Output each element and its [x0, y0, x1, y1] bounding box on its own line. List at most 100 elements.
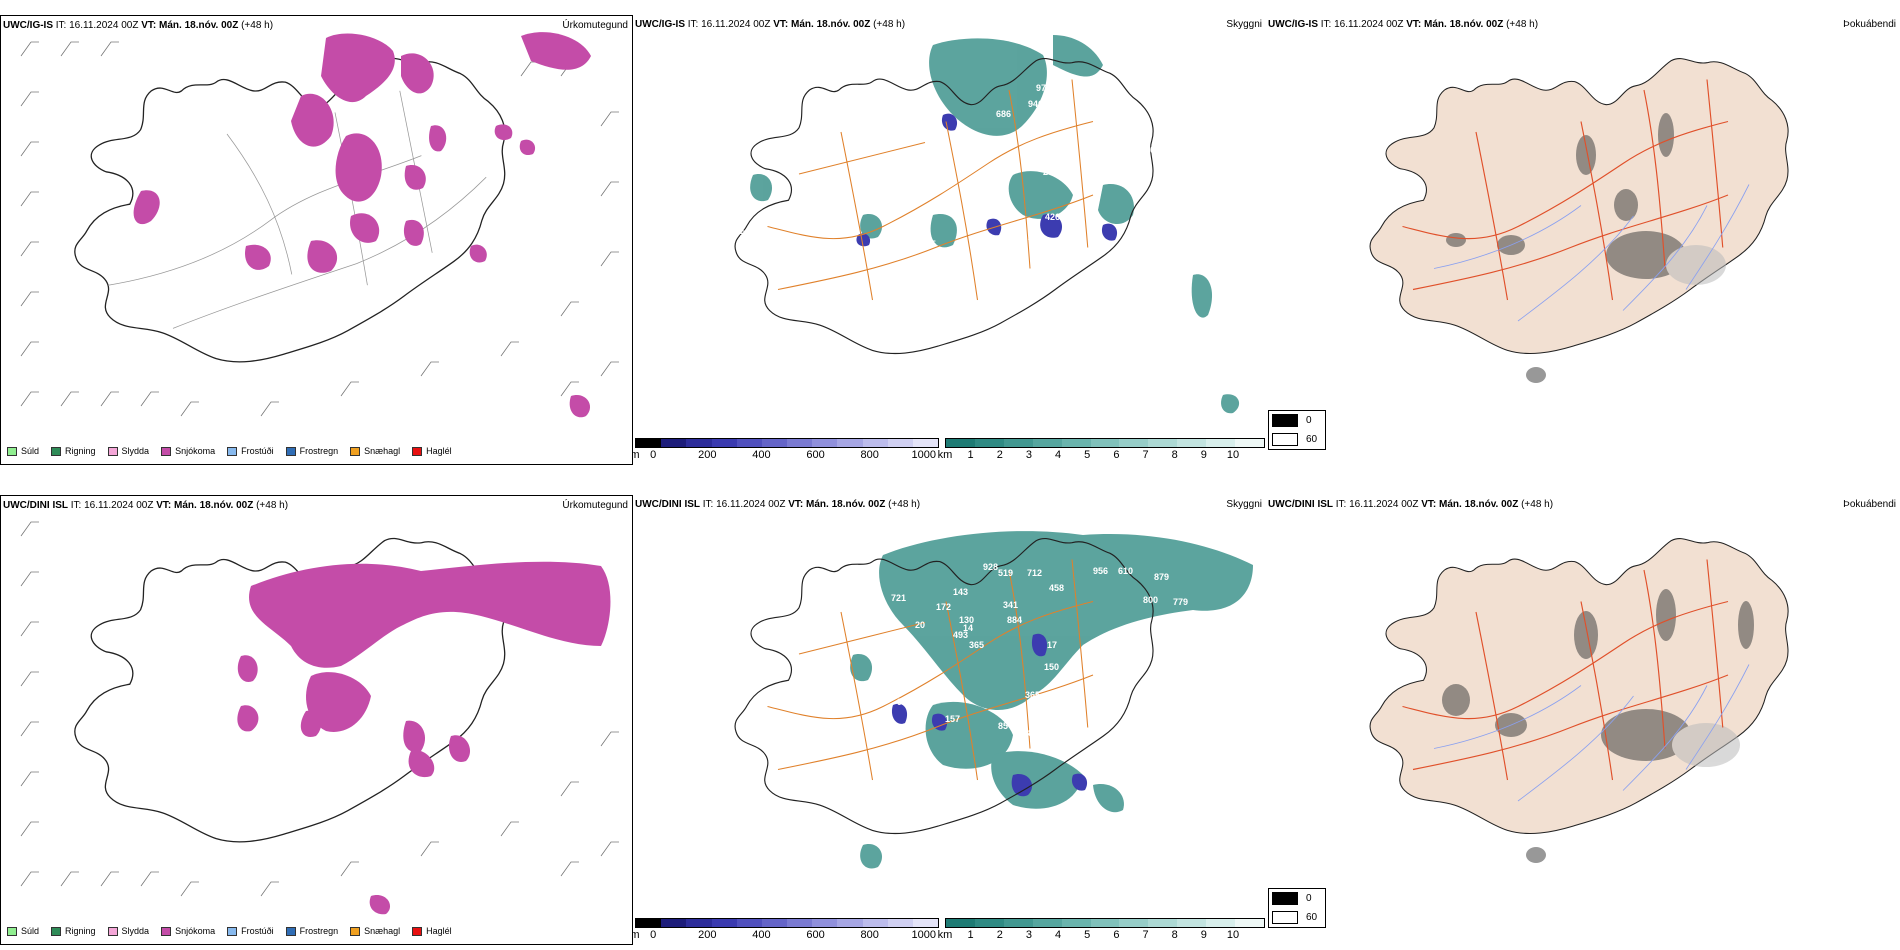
colorbar-tick: 6 [1113, 929, 1120, 941]
colorbar-segment [1177, 439, 1207, 447]
legend-item: Súld [7, 926, 39, 936]
colorbar-tick: 600 [806, 449, 825, 461]
visibility-unit: km [937, 449, 953, 461]
colorbar-tick: 9 [1200, 449, 1207, 461]
colorbar-segment [974, 439, 1004, 447]
colorbar-segment [787, 919, 813, 927]
precip-type-title: Úrkomutegund [562, 20, 628, 31]
ceiling-label: 426 [1045, 212, 1060, 222]
colorbar-segment [711, 439, 737, 447]
legend-item: Súld [7, 446, 39, 456]
panel-title: UWC/IG-IS IT: 16.11.2024 00Z VT: Mán. 18… [635, 19, 906, 30]
ceiling-label: 176 [896, 244, 911, 254]
low-visibility-areas [750, 35, 1240, 414]
colorbar-segment [812, 919, 838, 927]
colorbar-tick: 0 [650, 449, 657, 461]
ceiling-label: 198 [1018, 728, 1033, 738]
panel-title: UWC/DINI ISL IT: 16.11.2024 00Z VT: Mán.… [3, 500, 289, 511]
colorbar-tick: 6 [1113, 449, 1120, 461]
colorbar-segment [1003, 919, 1033, 927]
colorbar-tick: 4 [1055, 929, 1062, 941]
colorbar-segment [912, 439, 939, 447]
colorbar-segment [1061, 439, 1091, 447]
ceiling-label: 395 [985, 167, 1000, 177]
colorbar-tick: 400 [752, 449, 771, 461]
ceiling-label: 157 [945, 714, 960, 724]
ceiling-label: 24 [998, 253, 1008, 263]
visibility-title: Skyggni [1226, 19, 1262, 30]
visibility-title: Skyggni [1226, 499, 1262, 510]
low-ceiling-areas [891, 633, 1088, 797]
ceiling-label: 686 [996, 109, 1011, 119]
colorbar-segment [1061, 919, 1091, 927]
ceiling-label: 96 [897, 697, 907, 707]
colorbar-segment [1003, 439, 1033, 447]
legend-swatch [161, 446, 172, 456]
ceiling-colorbar: m 0 200 400 600 800 1000 [633, 438, 939, 462]
colorbar-segment [887, 439, 913, 447]
fog-map-top [1369, 58, 1789, 383]
colorbar-segment [1235, 919, 1264, 927]
visibility-colorbar: km 1 2 3 4 5 6 7 8 9 10 [938, 438, 1265, 462]
colorbar-segment [1119, 439, 1149, 447]
legend-item: Rigning [51, 446, 96, 456]
legend-item: Haglél [412, 446, 452, 456]
colorbar-tick: 2 [996, 449, 1003, 461]
ceiling-label: 610 [1118, 566, 1133, 576]
fog-title: Þokuábendi [1843, 499, 1896, 510]
legend-item: Snjókoma [161, 446, 215, 456]
legend-item: Slydda [107, 926, 149, 936]
legend-swatch [51, 446, 62, 456]
legend-item: Haglél [412, 926, 452, 936]
colorbar-segment [1235, 439, 1264, 447]
visibility-colorbar: km 1 2 3 4 5 6 7 8 9 10 [938, 918, 1265, 942]
colorbar-segment [1148, 439, 1178, 447]
panel-title: UWC/IG-IS IT: 16.11.2024 00Z VT: Mán. 18… [3, 20, 274, 31]
ceiling-label: 209 [1043, 167, 1058, 177]
colorbar-segment [1032, 919, 1062, 927]
fog-title: Þokuábendi [1843, 19, 1896, 30]
legend-swatch [161, 926, 172, 936]
ceiling-label: 230 [959, 138, 974, 148]
colorbar-tick: 7 [1142, 929, 1149, 941]
colorbar-segment [1206, 919, 1236, 927]
colorbar-segment [974, 919, 1004, 927]
ceiling-label: 365 [969, 640, 984, 650]
ceiling-label: 493 [953, 630, 968, 640]
legend-item: Frostúði [227, 446, 274, 456]
visibility-map-bottom: 928 519 712 956 610 879 721 143 458 800 … [734, 531, 1253, 869]
ceiling-label: 544 [740, 229, 755, 239]
colorbar-tick: 800 [860, 929, 879, 941]
ceiling-unit: m [633, 929, 640, 941]
colorbar-segment [1090, 439, 1120, 447]
colorbar-tick: 8 [1171, 449, 1178, 461]
colorbar-tick: 10 [1226, 449, 1240, 461]
visibility-panel-bottom: 928 519 712 956 610 879 721 143 458 800 … [633, 495, 1266, 945]
legend-swatch [7, 926, 17, 936]
ceiling-label: 946 [1028, 99, 1043, 109]
colorbar-tick: 800 [860, 449, 879, 461]
colorbar-segment [686, 439, 712, 447]
legend-swatch [227, 926, 238, 936]
colorbar-tick: 1000 [911, 929, 937, 941]
colorbar-segment [686, 919, 712, 927]
cloud-ceiling-labels: 928 519 712 956 610 879 721 143 458 800 … [891, 562, 1188, 738]
colorbar-segment [1177, 919, 1207, 927]
ceiling-label: 928 [983, 562, 998, 572]
legend-swatch [412, 926, 423, 936]
colorbar-tick: 1 [967, 449, 974, 461]
ceiling-label: 972 [1036, 83, 1051, 93]
precip-map-top [20, 32, 619, 418]
fog-scale-bottom: 0 60 [1268, 888, 1326, 928]
snow-areas [133, 32, 591, 418]
colorbar-segment [887, 919, 913, 927]
colorbar-tick: 1000 [911, 449, 937, 461]
colorbar-segment [1119, 919, 1149, 927]
legend-swatch [51, 926, 62, 936]
colorbar-segment [636, 439, 662, 447]
colorbar-tick: 2 [996, 929, 1003, 941]
colorbar-tick: 600 [806, 929, 825, 941]
fog-panel-top: UWC/IG-IS IT: 16.11.2024 00Z VT: Mán. 18… [1266, 15, 1900, 465]
fog-map-bottom [1369, 538, 1789, 863]
legend-item: Snjókoma [161, 926, 215, 936]
